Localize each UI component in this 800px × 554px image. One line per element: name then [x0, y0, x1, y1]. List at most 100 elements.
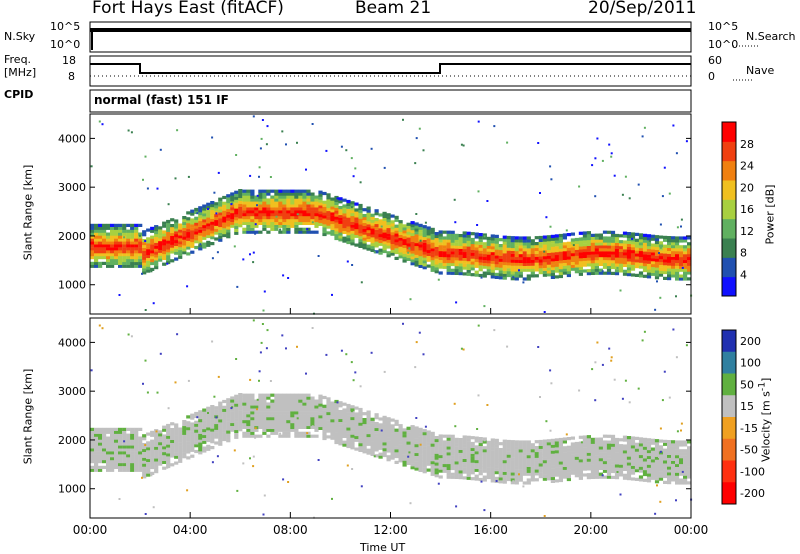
- power-cell: [402, 256, 407, 260]
- velocity-cell: [142, 460, 147, 464]
- power-cell: [302, 192, 307, 196]
- power-cell: [138, 253, 143, 257]
- power-cell: [594, 236, 599, 240]
- velocity-cell: [538, 463, 543, 467]
- power-cell: [238, 215, 243, 219]
- power-cell: [282, 224, 287, 228]
- velocity-cell: [634, 445, 640, 449]
- velocity-cell: [466, 470, 471, 474]
- velocity-cell: [318, 397, 323, 401]
- power-cell: [390, 220, 395, 224]
- power-cell: [162, 230, 167, 234]
- power-cell: [418, 247, 423, 251]
- power-cell: [594, 233, 599, 237]
- power-cell: [314, 218, 319, 223]
- velocity-cell: [142, 434, 147, 438]
- power-cell: [366, 218, 371, 222]
- power-cell: [478, 273, 483, 278]
- power-cell: [270, 195, 275, 199]
- power-cell: [162, 239, 167, 243]
- velocity-cell: [210, 416, 215, 420]
- power-cell: [478, 235, 483, 240]
- velocity-cell: [318, 394, 323, 398]
- velocity-cell: [194, 449, 199, 454]
- power-cell: [130, 253, 135, 257]
- power-cell: [442, 230, 447, 234]
- velocity-cell: [322, 425, 327, 429]
- velocity-cell: [610, 446, 616, 450]
- power-cell: [642, 260, 648, 264]
- power-cell: [382, 223, 387, 227]
- power-cell: [402, 244, 407, 248]
- velocity-cell: [218, 407, 223, 411]
- power-cell: [118, 229, 123, 233]
- power-cell: [482, 233, 487, 237]
- power-cell: [330, 212, 335, 216]
- velocity-cell: [306, 414, 311, 418]
- power-cell: [594, 268, 599, 272]
- power-cell: [422, 257, 427, 261]
- velocity-cell: [362, 450, 367, 454]
- velocity-cell: [278, 393, 283, 397]
- velocity-cell: [642, 461, 648, 465]
- velocity-cell: [350, 443, 355, 447]
- power-cell: [514, 259, 519, 263]
- velocity-cell: [482, 469, 487, 473]
- power-cell: [170, 227, 175, 231]
- power-cell: [450, 236, 455, 240]
- power-cell: [346, 226, 351, 230]
- power-cell: [574, 258, 579, 262]
- velocity-cell: [667, 445, 672, 450]
- power-cell: [386, 233, 391, 237]
- velocity-cell: [258, 417, 263, 421]
- power-cell: [518, 265, 523, 269]
- x-tick-label: 16:00: [473, 523, 508, 537]
- power-cell: [614, 239, 620, 243]
- velocity-cell: [470, 459, 475, 463]
- power-cell: [110, 250, 115, 254]
- velocity-cell: [518, 455, 523, 459]
- velocity-cell: [290, 414, 295, 418]
- velocity-cell: [222, 417, 227, 421]
- power-cell: [286, 201, 291, 205]
- velocity-cell: [454, 446, 459, 450]
- velocity-cell: [482, 446, 487, 450]
- velocity-cell: [638, 460, 644, 464]
- velocity-cell: [262, 402, 267, 406]
- velocity-cell: [246, 396, 251, 400]
- velocity-cell: [386, 443, 391, 447]
- power-cell: [622, 269, 628, 273]
- power-cell: [202, 236, 207, 240]
- velocity-cell: [138, 462, 143, 467]
- velocity-cell: [106, 468, 111, 472]
- power-cell: [182, 236, 187, 240]
- power-cell: [522, 236, 527, 240]
- velocity-cell: [234, 415, 239, 419]
- power-cell: [130, 256, 135, 260]
- velocity-cell: [462, 458, 467, 462]
- velocity-speckle: [144, 513, 147, 515]
- velocity-speckle: [166, 466, 169, 469]
- power-cell: [458, 239, 463, 243]
- power-cell: [242, 189, 247, 193]
- power-cell: [658, 250, 664, 254]
- power-cell: [646, 263, 652, 267]
- x-axis-label: Time UT: [360, 541, 406, 554]
- velocity-speckle: [150, 474, 153, 477]
- velocity-cell: [675, 460, 680, 465]
- velocity-cell: [102, 465, 107, 469]
- velocity-colorbar-segment: [722, 438, 736, 461]
- power-cell: [679, 248, 684, 252]
- velocity-speckle: [156, 391, 159, 394]
- velocity-cell: [134, 448, 139, 452]
- power-cell: [250, 227, 255, 231]
- velocity-cell: [526, 478, 531, 482]
- power-cell: [166, 252, 171, 256]
- power-cell: [166, 228, 171, 232]
- power-cell: [182, 230, 187, 234]
- power-cell: [118, 232, 123, 236]
- velocity-cell: [106, 436, 111, 440]
- power-cell: [110, 258, 115, 263]
- power-cell: [546, 267, 551, 271]
- velocity-speckle: [437, 482, 440, 485]
